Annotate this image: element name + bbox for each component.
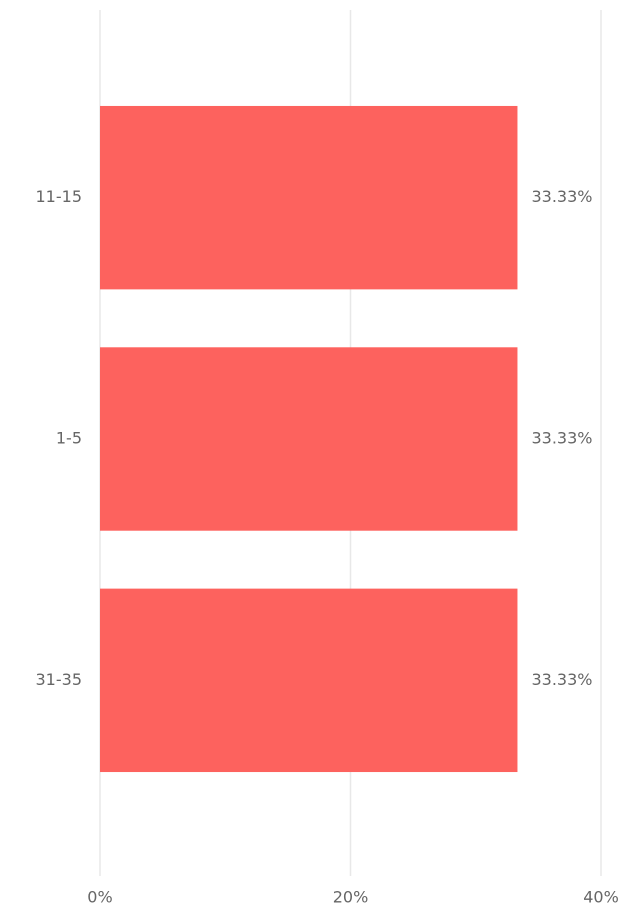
bar [100,105,518,290]
bar [100,347,518,531]
bar [100,588,518,773]
y-tick-label: 1-5 [56,429,82,448]
y-tick-label: 11-15 [36,187,83,206]
x-tick-label: 20% [333,888,369,907]
data-label: 33.33% [531,429,592,448]
data-label: 33.33% [531,187,592,206]
x-tick-label: 40% [583,888,619,907]
y-tick-label: 31-35 [36,670,83,689]
x-tick-label: 0% [87,888,112,907]
data-label: 33.33% [531,670,592,689]
